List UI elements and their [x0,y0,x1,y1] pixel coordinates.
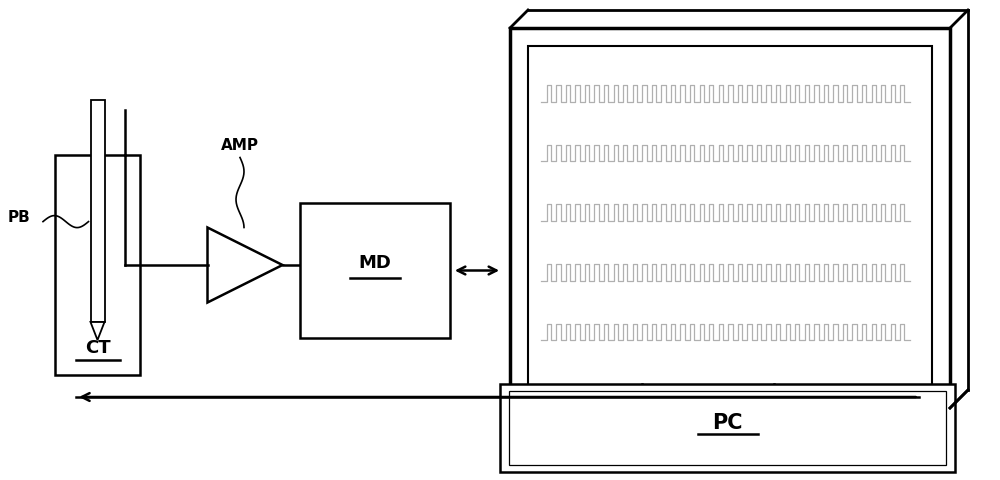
Bar [510,29,950,408]
Polygon shape [91,323,105,340]
Bar [91,101,105,323]
Bar [500,384,955,472]
Text: PC: PC [712,412,743,432]
Bar [55,156,140,375]
Bar [509,391,946,465]
Text: MD: MD [359,254,391,272]
Text: PB: PB [8,210,31,225]
Bar [300,204,450,338]
Bar [528,47,932,390]
Text: AMP: AMP [221,138,259,153]
Text: CT: CT [85,338,110,356]
